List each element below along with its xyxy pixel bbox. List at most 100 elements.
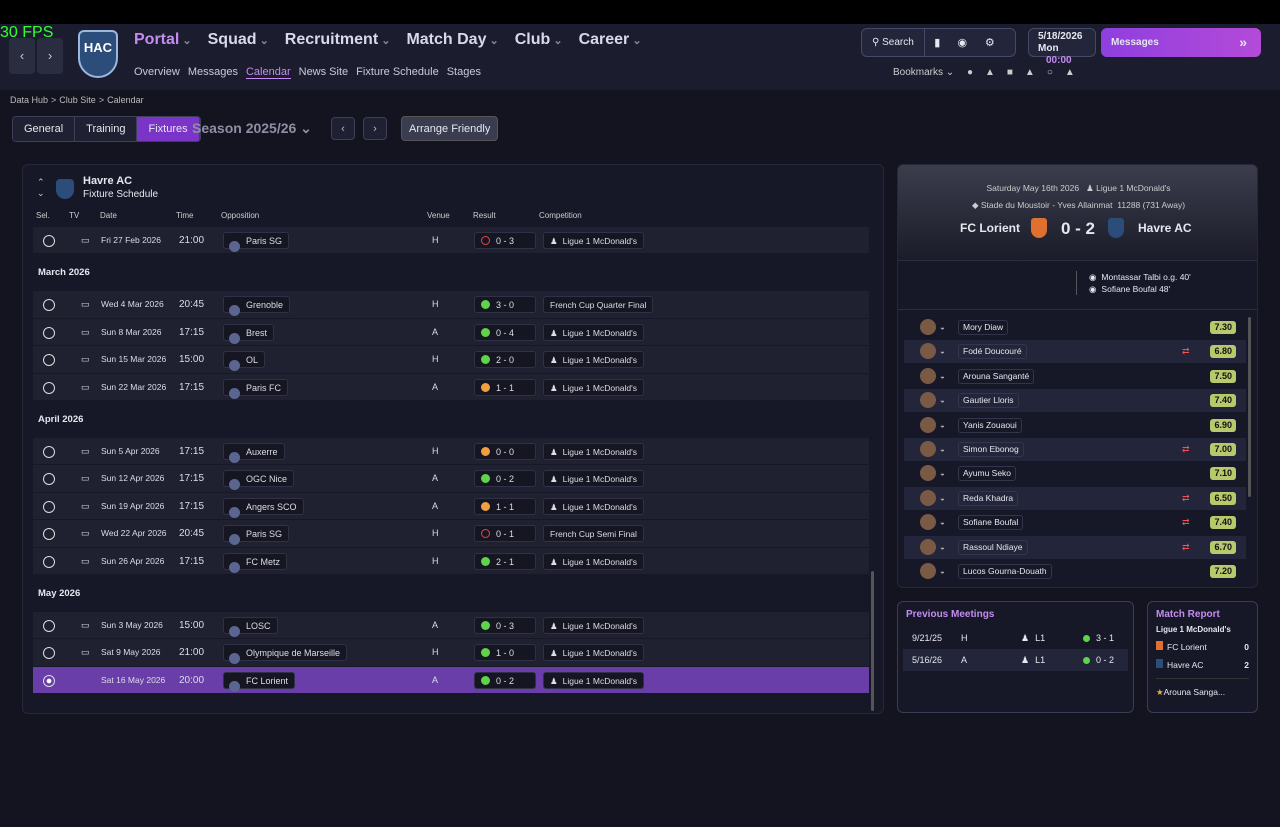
player-row[interactable]: ◒ Fodé Doucouré ⇄ 6.80 (904, 340, 1246, 364)
opposition[interactable]: FC Metz (223, 552, 288, 573)
result[interactable]: 0 - 0 (474, 442, 536, 460)
sub-icon: ⇄ (1182, 492, 1190, 503)
radio[interactable] (43, 528, 55, 541)
opposition[interactable]: Grenoble (223, 296, 291, 317)
radio[interactable] (43, 619, 55, 632)
menu-item[interactable]: Club (515, 31, 563, 49)
radio[interactable] (43, 354, 55, 367)
fixture-row[interactable]: ▭ Sun 5 Apr 2026 17:15 Auxerre H 0 - 0 ♟ Ligue … (33, 437, 869, 466)
result[interactable]: 0 - 4 (474, 323, 536, 341)
result[interactable]: 0 - 2 (474, 671, 536, 689)
opposition[interactable]: Paris SG (223, 525, 290, 546)
fixture-row[interactable]: ▭ Sun 26 Apr 2026 17:15 FC Metz H 2 - 1 ♟ Ligue… (33, 547, 869, 575)
submenu-item[interactable]: Stages (446, 66, 481, 78)
result[interactable]: 1 - 1 (474, 497, 536, 515)
meeting-row[interactable]: 5/16/26 A ♟ L1 0 - 2 (903, 649, 1128, 671)
submenu-item[interactable]: Overview (134, 66, 180, 78)
menu-item[interactable]: Career (579, 31, 642, 49)
result[interactable]: 0 - 1 (474, 525, 536, 543)
forward[interactable]: › (37, 38, 63, 74)
club-crest[interactable]: HAC (78, 30, 118, 78)
tab[interactable]: Training (75, 117, 138, 141)
radio[interactable] (43, 500, 55, 513)
fixture-row[interactable]: ▭ Sun 8 Mar 2026 17:15 Brest A 0 - 4 ♟ Ligue 1 … (33, 318, 869, 347)
fixture-row[interactable]: ▭ Fri 27 Feb 2026 21:00 Paris SG H 0 - 3 ♟ Ligu… (33, 227, 869, 255)
menu-item[interactable]: Match Day (406, 31, 498, 49)
bookmark-btn[interactable]: ▮ (934, 37, 941, 49)
menu-item[interactable]: Squad (208, 31, 269, 49)
fixture-row[interactable]: ▭ Sun 12 Apr 2026 17:15 OGC Nice A 0 - 2 ♟ Ligu… (33, 465, 869, 493)
opposition[interactable]: Paris SG (223, 232, 290, 252)
result[interactable]: 3 - 0 (474, 296, 536, 314)
submenu-item[interactable]: Messages (187, 66, 238, 78)
fixture-row[interactable]: ▭ Sun 15 Mar 2026 15:00 OL H 2 - 0 ♟ Ligue 1 Mc… (33, 346, 869, 374)
radio[interactable] (43, 235, 55, 247)
tab[interactable]: General (13, 117, 76, 141)
opposition[interactable]: Paris FC (223, 378, 289, 399)
season[interactable]: Season 2025/26 ⌄ (192, 120, 312, 136)
result[interactable]: 0 - 3 (474, 616, 536, 634)
meeting-row[interactable]: 9/21/25 H ♟ L1 3 - 1 (903, 627, 1128, 649)
submenu-item[interactable]: Calendar (245, 66, 291, 79)
player-row[interactable]: ◒ Reda Khadra ⇄ 6.50 (904, 486, 1246, 510)
arrange-friendly[interactable]: Arrange Friendly (401, 116, 499, 141)
radio[interactable] (43, 674, 55, 687)
fixture-row[interactable]: ▭ Sat 9 May 2026 21:00 Olympique de Marseil… (33, 639, 869, 667)
next[interactable]: › (363, 117, 387, 140)
icon-btn[interactable]: ◉ (957, 37, 968, 49)
player-row[interactable]: ◒ Rassoul Ndiaye ⇄ 6.70 (904, 535, 1246, 559)
player-row[interactable]: ◒ Mory Diaw 7.30 (904, 316, 1246, 339)
messages-btn[interactable]: Messages» (1101, 28, 1261, 57)
result[interactable]: 0 - 2 (474, 470, 536, 488)
tab[interactable]: Fixtures (137, 117, 200, 141)
crumb-item[interactable]: Club Site (59, 95, 96, 105)
settings[interactable]: ⚙ (984, 37, 995, 49)
crumb-item[interactable]: Calendar (107, 95, 144, 105)
date-box[interactable]: 5/18/2026 Mon 00:00 (1028, 28, 1096, 66)
radio[interactable] (43, 381, 55, 394)
opposition[interactable]: LOSC (223, 616, 278, 637)
player-row[interactable]: ◒ Simon Ebonog ⇄ 7.00 (904, 438, 1246, 461)
radio[interactable] (43, 647, 55, 660)
player-row[interactable]: ◒ Yanis Zouaoui 6.90 (904, 414, 1246, 437)
result[interactable]: 2 - 0 (474, 351, 536, 369)
result[interactable]: 0 - 3 (474, 232, 536, 249)
menu-item[interactable]: Recruitment (285, 31, 391, 49)
fixture-row[interactable]: ▭ Wed 4 Mar 2026 20:45 Grenoble H 3 - 0 French… (33, 291, 869, 319)
opposition[interactable]: OL (223, 351, 266, 372)
submenu-item[interactable]: Fixture Schedule (356, 66, 439, 78)
radio[interactable] (43, 445, 55, 458)
result[interactable]: 2 - 1 (474, 552, 536, 570)
team-score: 0 (1244, 642, 1249, 652)
opposition[interactable]: Auxerre (223, 442, 285, 463)
search[interactable]: ⚲ Search (862, 29, 925, 56)
fixture-row[interactable]: Sat 16 May 2026 20:00 FC Lorient A 0 - 2 ♟ Lig… (33, 666, 869, 695)
opposition[interactable]: FC Lorient (223, 671, 296, 692)
radio[interactable] (43, 555, 55, 568)
crumb-item[interactable]: Data Hub (10, 95, 49, 105)
opposition[interactable]: Angers SCO (223, 497, 304, 518)
fixture-row[interactable]: ▭ Sun 22 Mar 2026 17:15 Paris FC A 1 - 1 ♟ Ligu… (33, 373, 869, 401)
radio[interactable] (43, 299, 55, 312)
bookmarks[interactable]: Bookmarks ⌄ ●▲■▲○▲ (893, 67, 1087, 78)
player-row[interactable]: ◒ Ayumu Seko 7.10 (904, 462, 1246, 485)
player-row[interactable]: ◒ Arouna Sanganté 7.50 (904, 365, 1246, 388)
opposition[interactable]: OGC Nice (223, 470, 295, 491)
back[interactable]: ‹ (9, 38, 35, 74)
fixture-row[interactable]: ▭ Wed 22 Apr 2026 20:45 Paris SG H 0 - 1 Frenc… (33, 520, 869, 548)
fixture-row[interactable]: ▭ Sun 19 Apr 2026 17:15 Angers SCO A 1 - 1 ♟ Li… (33, 492, 869, 521)
collapse[interactable]: ⌃ ⌄ (37, 177, 45, 198)
opposition[interactable]: Olympique de Marseille (223, 644, 348, 665)
radio[interactable] (43, 326, 55, 339)
submenu-item[interactable]: News Site (298, 66, 349, 78)
radio[interactable] (43, 473, 55, 486)
result[interactable]: 1 - 1 (474, 378, 536, 396)
player-row[interactable]: ◒ Sofiane Boufal ⇄ 7.40 (904, 511, 1246, 534)
opposition[interactable]: Brest (223, 323, 275, 344)
fixture-row[interactable]: ▭ Sun 3 May 2026 15:00 LOSC A 0 - 3 ♟ Ligue 1 M… (33, 611, 869, 640)
player-row[interactable]: ◒ Lucos Gourna-Douath 7.20 (904, 560, 1246, 583)
menu-item[interactable]: Portal (134, 31, 192, 49)
prev[interactable]: ‹ (331, 117, 355, 140)
result[interactable]: 1 - 0 (474, 644, 536, 662)
player-row[interactable]: ◒ Gautier Lloris 7.40 (904, 389, 1246, 413)
